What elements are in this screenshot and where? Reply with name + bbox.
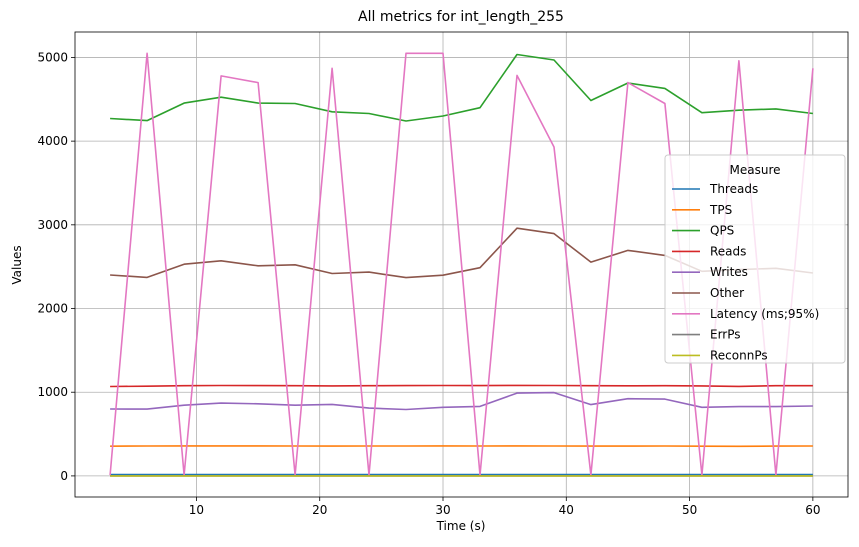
y-tick-label: 4000	[37, 134, 68, 148]
x-ticks: 10 20 30 40 50 60	[189, 497, 821, 517]
y-tick-label: 1000	[37, 385, 68, 399]
legend-label: ReconnPs	[710, 348, 768, 362]
legend-label: QPS	[710, 224, 734, 238]
x-axis-label: Time (s)	[436, 519, 486, 533]
y-axis-label: Values	[10, 245, 24, 284]
legend: Measure Threads TPS QPS Reads Writes Other Lat…	[664, 154, 846, 364]
legend-items: Threads TPS QPS Reads Writes Other Latency (ms…	[672, 182, 819, 362]
y-tick-label: 2000	[37, 302, 68, 316]
x-tick-label: 10	[189, 503, 204, 517]
x-tick-label: 60	[805, 503, 820, 517]
y-tick-label: 0	[60, 469, 68, 483]
x-tick-label: 50	[682, 503, 697, 517]
legend-box	[664, 154, 846, 364]
plot-lines	[109, 52, 814, 477]
y-tick-label: 5000	[37, 50, 68, 64]
legend-label: Reads	[710, 244, 746, 258]
legend-title: Measure	[730, 163, 781, 177]
axes	[74, 31, 849, 498]
legend-label: ErrPs	[710, 328, 741, 342]
legend-label: Threads	[709, 182, 758, 196]
plot-frame	[74, 31, 849, 498]
legend-label: TPS	[709, 203, 732, 217]
series-line-qps	[110, 53, 813, 122]
legend-label: Latency (ms;95%)	[710, 307, 819, 321]
y-ticks: 0 1000 2000 3000 4000 5000	[37, 50, 75, 483]
legend-label: Writes	[710, 265, 748, 279]
series-line-reads	[110, 384, 813, 388]
x-tick-label: 40	[559, 503, 574, 517]
x-tick-label: 30	[435, 503, 450, 517]
legend-label: Other	[710, 286, 744, 300]
x-tick-label: 20	[312, 503, 327, 517]
y-tick-label: 3000	[37, 218, 68, 232]
series-line-latency-ms-95	[109, 52, 814, 476]
chart-title: All metrics for int_length_255	[358, 9, 564, 25]
